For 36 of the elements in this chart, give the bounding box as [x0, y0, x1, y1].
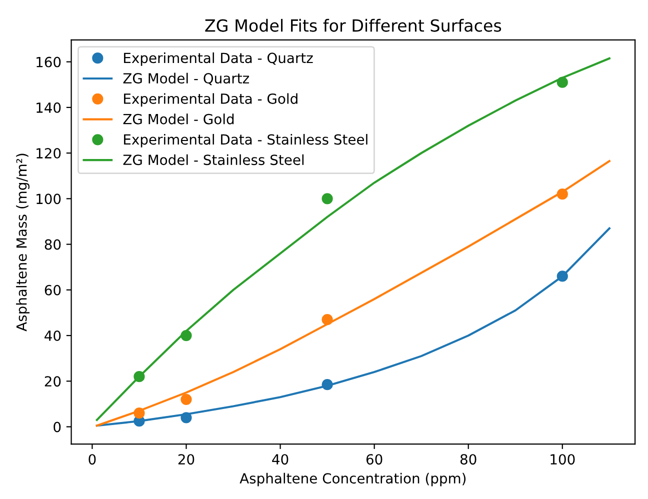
y-tick-label: 120 — [36, 148, 61, 159]
x-tick-label: 80 — [460, 454, 476, 465]
y-tick-label: 100 — [36, 194, 61, 204]
x-tick-label: 0 — [88, 454, 96, 465]
point — [556, 188, 568, 200]
legend-label: ZG Model - Stainless Steel — [123, 154, 304, 166]
point — [556, 270, 568, 282]
y-tick-label: 0 — [54, 422, 61, 432]
point — [322, 314, 333, 326]
point — [180, 412, 192, 424]
point — [322, 379, 333, 390]
x-tick-label: 20 — [178, 454, 194, 465]
x-tick-label: 40 — [272, 454, 288, 465]
point — [134, 408, 145, 419]
y-axis-title: Asphaltene Mass (mg/m²) — [16, 154, 30, 332]
y-tick-label: 60 — [44, 284, 61, 296]
chart-title: ZG Model Fits for Different Surfaces — [205, 18, 502, 32]
x-tick-label: 60 — [366, 454, 382, 465]
x-tick-label: 100 — [550, 454, 575, 465]
legend-label: Experimental Data - Quartz — [124, 52, 313, 66]
legend-label: ZG Model - Gold — [123, 114, 234, 124]
y-tick-label: 40 — [44, 330, 61, 342]
y-tick-label: 80 — [44, 239, 61, 250]
point — [556, 76, 568, 88]
line-series — [96, 227, 610, 427]
legend-label: Experimental Data - Gold — [124, 93, 298, 107]
x-axis-title: Asphaltene Concentration (ppm) — [240, 472, 466, 486]
y-tick-label: 20 — [44, 376, 61, 387]
legend-label: ZG Model - Quartz — [123, 72, 249, 86]
point — [322, 193, 333, 204]
point — [180, 330, 192, 342]
point — [134, 371, 145, 382]
y-tick-label: 140 — [36, 102, 61, 113]
point — [180, 394, 192, 405]
y-tick-label: 160 — [36, 56, 61, 68]
legend-label: Experimental Data - Stainless Steel — [124, 134, 368, 148]
